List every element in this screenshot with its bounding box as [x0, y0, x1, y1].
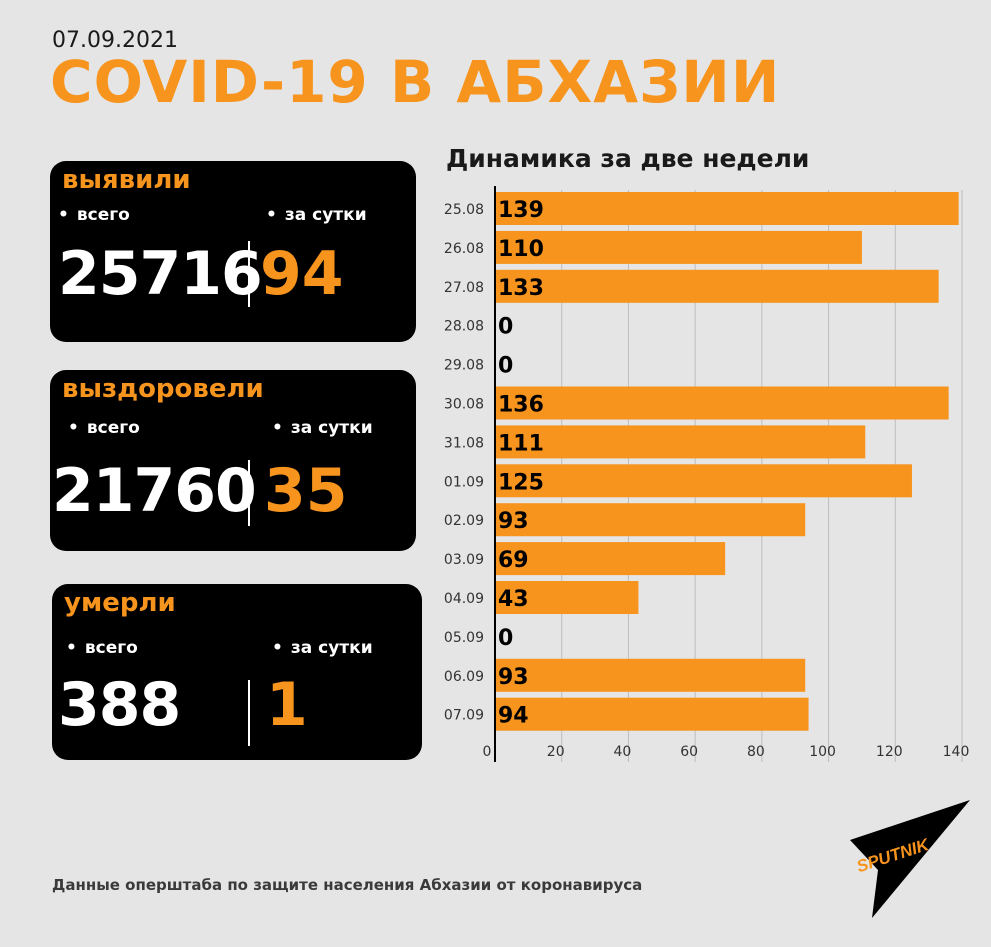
card-recovered-title: выздоровели	[62, 374, 264, 404]
card-detected-day-label: за сутки	[266, 205, 367, 225]
bar	[495, 269, 939, 303]
data-label: 94	[498, 704, 529, 729]
bar	[495, 658, 806, 692]
card-deaths-total-label: всего	[66, 638, 138, 658]
card-recovered-total: 21760	[52, 456, 257, 526]
x-tick-label: 40	[614, 744, 632, 760]
card-detected-total-label: всего	[58, 205, 130, 225]
category-label: 01.09	[444, 474, 484, 490]
category-label: 04.09	[444, 591, 484, 607]
chart-title: Динамика за две недели	[446, 144, 810, 173]
data-label: 69	[498, 548, 529, 573]
bar	[495, 542, 726, 576]
card-recovered-total-label: всего	[68, 418, 140, 438]
category-label: 02.09	[444, 513, 484, 529]
data-label: 0	[498, 626, 513, 651]
card-deaths-divider	[248, 680, 250, 746]
card-detected-title: выявили	[62, 165, 191, 195]
data-label: 125	[498, 470, 544, 495]
card-detected: выявили всего за сутки 25716 94	[50, 161, 416, 342]
card-deaths: умерли всего за сутки 388 1	[52, 584, 422, 760]
category-label: 07.09	[444, 708, 484, 724]
card-detected-divider	[248, 241, 250, 307]
bar	[495, 697, 809, 731]
bar	[495, 581, 639, 614]
card-deaths-total: 388	[58, 670, 181, 740]
bar	[495, 386, 949, 420]
data-label: 43	[498, 587, 529, 612]
category-label: 05.09	[444, 630, 484, 646]
card-detected-day: 94	[260, 239, 344, 309]
data-label: 93	[498, 665, 529, 690]
data-label: 0	[498, 354, 513, 379]
data-label: 93	[498, 509, 529, 534]
category-label: 28.08	[444, 319, 484, 335]
bar	[495, 192, 959, 225]
category-label: 25.08	[444, 202, 484, 218]
data-label: 0	[498, 315, 513, 340]
card-recovered-divider	[248, 460, 250, 526]
card-recovered-day-label: за сутки	[272, 418, 373, 438]
page-title: COVID-19 В АБХАЗИИ	[50, 48, 781, 116]
category-label: 30.08	[444, 397, 484, 413]
date-label: 07.09.2021	[52, 28, 178, 53]
x-tick-label: 100	[809, 744, 836, 760]
card-deaths-title: умерли	[64, 588, 176, 618]
x-tick-label: 80	[747, 744, 765, 760]
card-recovered-day: 35	[264, 456, 348, 526]
source-note: Данные оперштаба по защите населения Абх…	[52, 876, 643, 894]
card-detected-total: 25716	[58, 239, 263, 309]
category-label: 06.09	[444, 669, 484, 685]
x-tick-label: 60	[680, 744, 698, 760]
category-label: 27.08	[444, 280, 484, 296]
card-recovered: выздоровели всего за сутки 21760 35	[50, 370, 416, 551]
data-label: 136	[498, 393, 544, 418]
category-label: 31.08	[444, 435, 484, 451]
bar	[495, 230, 862, 264]
x-tick-label: 120	[876, 744, 903, 760]
bar	[495, 425, 866, 459]
data-label: 133	[498, 276, 544, 301]
x-tick-label: 140	[943, 744, 970, 760]
sputnik-logo: SPUTNIK	[850, 800, 970, 918]
bar	[495, 503, 806, 537]
category-label: 29.08	[444, 358, 484, 374]
bar	[495, 464, 912, 498]
card-deaths-day: 1	[266, 670, 308, 740]
category-label: 26.08	[444, 241, 484, 257]
x-tick-label: 20	[547, 744, 565, 760]
x-tick-label: 0	[483, 744, 492, 760]
data-label: 139	[498, 198, 544, 223]
data-label: 110	[498, 237, 544, 262]
data-label: 111	[498, 431, 544, 456]
category-label: 03.09	[444, 552, 484, 568]
card-deaths-day-label: за сутки	[272, 638, 373, 658]
